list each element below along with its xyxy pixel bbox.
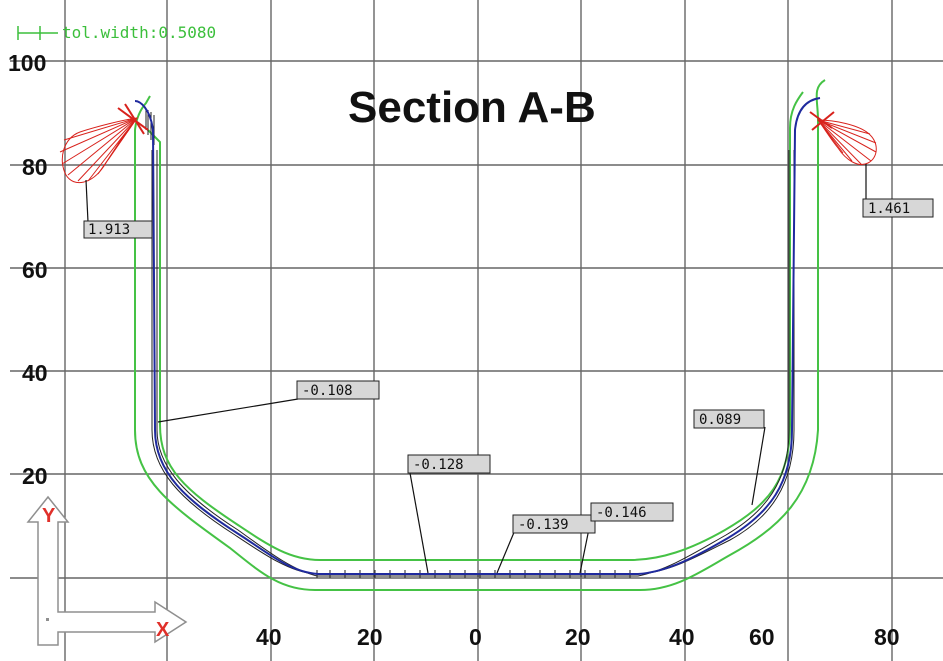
- deviation-callout: 1.461: [862, 198, 934, 218]
- deviation-value: 1.461: [868, 201, 910, 217]
- section-title: Section A-B: [348, 83, 596, 132]
- nominal-profile: [134, 97, 821, 575]
- tolerance-band-inner: [147, 91, 804, 561]
- deviation-callout: 1.913: [83, 220, 153, 239]
- x-tick-label: 60: [749, 624, 775, 650]
- deviation-callout: -0.146: [590, 502, 674, 522]
- tolerance-band-outer: [134, 79, 826, 591]
- y-tick-label: 80: [22, 154, 48, 180]
- y-tick-label: 20: [22, 463, 48, 489]
- deviation-value: -0.146: [596, 505, 647, 521]
- deviation-value: 0.089: [699, 412, 741, 428]
- triad-x-label: X: [156, 619, 170, 641]
- deviation-fan-right: [809, 111, 877, 166]
- deviation-value: 1.913: [88, 222, 130, 238]
- x-tick-label: 0: [469, 624, 482, 650]
- tolerance-legend: tol.width:0.5080: [17, 23, 216, 42]
- xy-axis-triad-icon: Y X: [26, 495, 188, 646]
- x-tick-label: 40: [256, 624, 282, 650]
- x-tick-label: 20: [357, 624, 383, 650]
- x-tick-label: 20: [565, 624, 591, 650]
- deviation-value: -0.108: [302, 383, 353, 399]
- y-tick-label: 40: [22, 360, 48, 386]
- deviation-callout: -0.139: [512, 514, 596, 534]
- grid: [10, 0, 943, 661]
- deviation-callout: -0.108: [296, 380, 380, 400]
- x-tick-label: 80: [874, 624, 900, 650]
- deviation-fan-left: [59, 103, 149, 184]
- y-tick-label: 100: [8, 50, 46, 76]
- deviation-value: -0.128: [413, 457, 464, 473]
- y-axis-tick-labels: 100 80 60 40 20: [8, 50, 48, 489]
- nominal-profile-curve: [134, 97, 821, 575]
- deviation-callout: -0.128: [407, 454, 491, 474]
- deviation-callout: 0.089: [693, 409, 765, 429]
- x-axis-tick-labels: 40 20 0 20 40 60 80: [256, 624, 900, 650]
- triad-y-label: Y: [42, 505, 56, 527]
- deviation-value: -0.139: [518, 517, 569, 533]
- y-tick-label: 60: [22, 257, 48, 283]
- deviation-callouts: 1.913 1.461 -0.108 0.089 -0.128 -0.139 -…: [83, 198, 934, 534]
- tolerance-width-label: tol.width:0.5080: [62, 23, 216, 42]
- x-tick-label: 40: [669, 624, 695, 650]
- tolerance-band: [134, 79, 826, 591]
